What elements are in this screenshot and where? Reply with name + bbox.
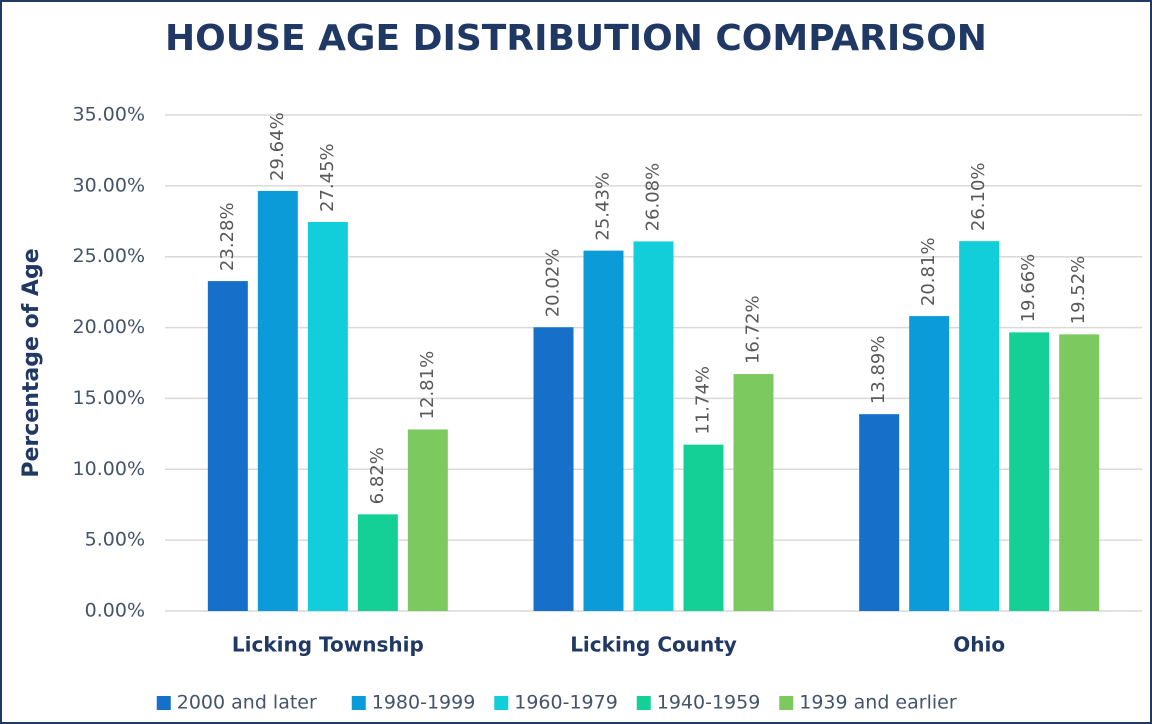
value-label: 20.02% — [543, 249, 564, 318]
legend-swatch — [494, 696, 509, 710]
bar — [959, 241, 1000, 611]
bar — [733, 374, 774, 611]
legend-label: 1980-1999 — [372, 692, 476, 714]
legend-swatch — [351, 696, 366, 710]
y-tick-label: 5.00% — [85, 529, 145, 551]
y-tick-label: 15.00% — [73, 387, 145, 409]
legend-label: 1940-1959 — [657, 692, 761, 714]
value-label: 12.81% — [417, 351, 438, 420]
bar — [533, 327, 574, 611]
y-tick-label: 20.00% — [73, 316, 145, 338]
legend-label: 1939 and earlier — [799, 692, 957, 714]
bar — [257, 190, 298, 611]
x-tick-label: Licking Township — [232, 633, 424, 657]
legend-label: 1960-1979 — [514, 692, 618, 714]
legend-swatch — [156, 696, 171, 710]
bar — [407, 429, 448, 611]
bar — [307, 221, 348, 611]
value-label: 6.82% — [367, 447, 388, 504]
value-label: 16.72% — [743, 295, 764, 364]
bar — [683, 444, 724, 611]
bar — [633, 241, 674, 611]
y-axis-label: Percentage of Age — [19, 248, 44, 477]
value-label: 23.28% — [217, 202, 238, 271]
x-tick-label: Ohio — [953, 633, 1005, 657]
x-tick-label: Licking County — [570, 633, 737, 657]
value-label: 29.64% — [267, 112, 288, 181]
y-tick-label: 25.00% — [73, 245, 145, 267]
legend-swatch — [779, 696, 794, 710]
value-label: 19.52% — [1068, 256, 1089, 325]
bar — [909, 316, 950, 611]
y-tick-label: 30.00% — [73, 174, 145, 196]
bar — [207, 281, 248, 611]
value-label: 13.89% — [868, 336, 889, 405]
legend-swatch — [636, 696, 651, 710]
y-tick-label: 35.00% — [73, 104, 145, 126]
bar — [859, 414, 900, 611]
legend-label: 2000 and later — [177, 692, 317, 714]
value-label: 26.08% — [643, 163, 664, 232]
value-label: 20.81% — [918, 237, 939, 306]
value-label: 27.45% — [317, 143, 338, 212]
value-label: 26.10% — [968, 162, 989, 231]
value-label: 19.66% — [1018, 254, 1039, 323]
bar — [1059, 334, 1100, 611]
bar — [1009, 332, 1050, 611]
y-tick-label: 0.00% — [85, 600, 145, 622]
y-tick-label: 10.00% — [73, 458, 145, 480]
bar — [357, 514, 398, 611]
bar — [583, 250, 624, 611]
value-label: 11.74% — [693, 366, 714, 435]
chart-title: HOUSE AGE DISTRIBUTION COMPARISON — [165, 18, 987, 59]
value-label: 25.43% — [593, 172, 614, 241]
